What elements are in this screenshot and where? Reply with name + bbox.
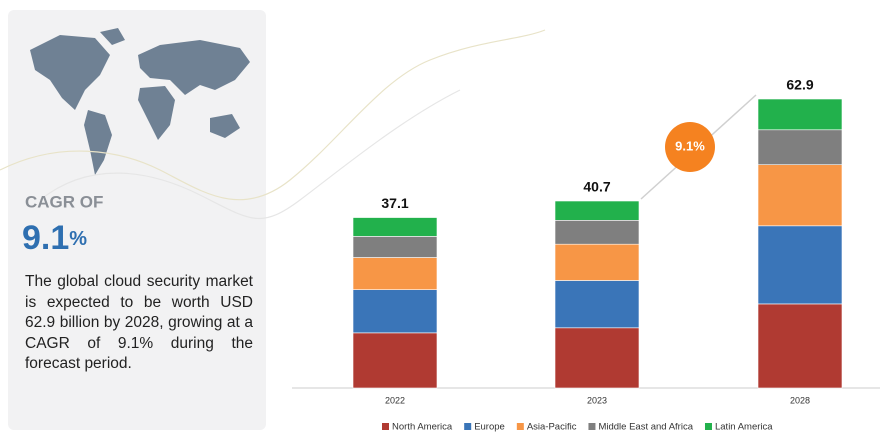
legend-swatch [516,423,524,430]
legend-label: Asia-Pacific [527,422,577,433]
bar-segment [352,332,438,389]
legend-label: North America [392,422,453,433]
bar-segment [554,280,640,329]
bar-segment [757,164,843,227]
legend-swatch [704,423,712,430]
legend-swatch [382,423,389,430]
bar-segment [554,243,640,281]
cagr-badge [665,122,715,172]
bar-segment [757,225,843,305]
bar-segment [352,289,438,334]
decor-curve [0,29,546,201]
bar-segment [352,217,438,237]
legend-swatch [464,423,472,430]
cagr-value: 9.1% [22,219,87,257]
cagr-badge-label: 9.1% [675,138,705,153]
bar-segment [757,303,843,389]
bar-segment [352,257,438,290]
legend-swatch [588,423,596,430]
total-label: 37.1 [381,195,408,211]
decor-curve [39,89,461,220]
total-label: 40.7 [583,179,610,195]
legend-label: Middle East and Africa [598,422,693,433]
cagr-unit: % [69,228,87,250]
bar-segment [554,219,640,245]
x-tick-label: 2028 [790,395,810,405]
bar-segment [554,327,640,389]
world-map [30,28,250,175]
total-label: 62.9 [786,77,813,93]
bar-segment [757,98,843,131]
cagr-label: CAGR OF [25,192,103,211]
description: The global cloud security market is expe… [25,273,253,372]
x-tick-label: 2022 [385,395,405,405]
x-tick-label: 2023 [587,395,607,405]
cagr-number: 9.1 [22,219,69,257]
bar-segment [554,200,640,221]
bar-segment [757,129,843,166]
bar-segment [352,236,438,258]
legend-label: Latin America [715,422,773,433]
side-panel [8,10,266,430]
legend-label: Europe [474,422,505,433]
